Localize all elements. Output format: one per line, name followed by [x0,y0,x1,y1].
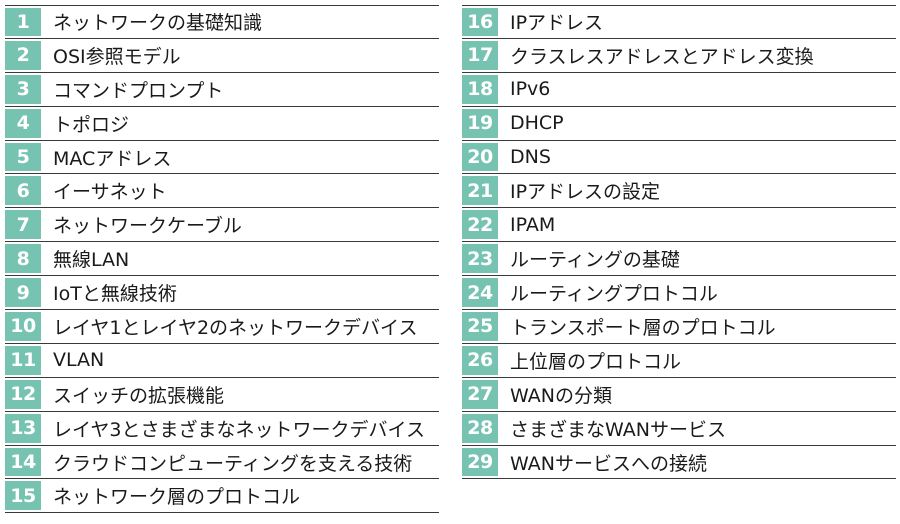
chapter-title: さまざまなWANサービス [510,418,726,441]
chapter-title: レイヤ1とレイヤ2のネットワークデバイス [53,316,418,339]
chapter-title: コマンドプロンプト [53,79,224,102]
chapter-title: 上位層のプロトコル [510,350,682,373]
chapter-title: IoTと無線技術 [53,283,177,306]
chapter-number: 14 [5,447,41,477]
chapter-title: クラスレスアドレスとアドレス変換 [510,45,814,68]
chapter-title: WANサービスへの接続 [510,452,707,475]
chapter-title: ネットワークケーブル [53,215,242,238]
chapter-title: 無線LAN [53,249,130,272]
chapter-row: 19 DHCP [462,107,896,141]
chapter-row: 4 トポロジ [5,107,439,141]
chapter-title: IPv6 [510,78,551,101]
chapter-row: 5 MACアドレス [5,141,439,175]
chapter-row: 28 さまざまなWANサービス [462,412,896,446]
chapter-title: トポロジ [53,113,130,136]
chapter-title: IPアドレスの設定 [510,181,661,204]
chapter-number: 2 [5,40,41,70]
chapter-number: 17 [462,40,498,70]
chapter-row: 24 ルーティングプロトコル [462,276,896,311]
chapter-row: 14 クラウドコンピューティングを支える技術 [5,446,439,480]
chapter-row: 9 IoTと無線技術 [5,276,439,311]
chapter-title: IPAM [510,213,556,236]
chapter-number: 19 [462,108,498,138]
chapter-row: 7 ネットワークケーブル [5,208,439,243]
chapter-row: 8 無線LAN [5,242,439,277]
chapter-row: 17 クラスレスアドレスとアドレス変換 [462,39,896,73]
chapter-number: 23 [462,244,498,274]
chapter-title: トランスポート層のプロトコル [510,316,776,339]
chapter-row: 6 イーサネット [5,174,439,209]
chapter-number: 25 [462,312,498,341]
chapter-number: 26 [462,345,498,375]
chapter-row: 16 IPアドレス [462,5,896,39]
chapter-title: クラウドコンピューティングを支える技術 [53,452,413,475]
chapter-row: 25 トランスポート層のプロトコル [462,310,896,344]
chapter-list-right: 16 IPアドレス 17 クラスレスアドレスとアドレス変換 18 IPv6 19 DHC… [462,5,896,480]
chapter-number: 8 [5,244,41,274]
chapter-number: 15 [5,481,41,511]
chapter-title: レイヤ3とさまざまなネットワークデバイス [53,418,425,441]
chapter-title: MACアドレス [53,147,172,170]
chapter-number: 24 [462,278,498,308]
chapter-number: 6 [5,176,41,206]
chapter-number: 16 [462,8,498,36]
chapter-row: 12 スイッチの拡張機能 [5,378,439,412]
chapter-title: DNS [510,146,551,168]
chapter-row: 11 VLAN [5,344,439,378]
chapter-number: 29 [462,447,498,477]
chapter-title: イーサネット [53,181,167,204]
chapter-row: 20 DNS [462,141,896,175]
chapter-number: 12 [5,379,41,409]
chapter-title: ネットワークの基礎知識 [53,12,263,35]
chapter-title: ネットワーク層のプロトコル [53,486,301,509]
chapter-number: 9 [5,278,41,308]
chapter-number: 21 [462,176,498,206]
chapter-number: 22 [462,210,498,240]
chapter-row: 26 上位層のプロトコル [462,344,896,378]
chapter-number: 5 [5,142,41,172]
chapter-number: 1 [5,8,41,36]
chapter-row: 10 レイヤ1とレイヤ2のネットワークデバイス [5,310,439,344]
chapter-row: 2 OSI参照モデル [5,39,439,73]
chapter-number: 11 [5,345,41,375]
chapter-number: 18 [462,74,498,104]
chapter-row: 27 WANの分類 [462,378,896,412]
chapter-title: IPアドレス [510,12,604,35]
chapter-list-left: 1 ネットワークの基礎知識 2 OSI参照モデル 3 コマンドプロンプト 4 トポロジ … [5,5,439,514]
chapter-number: 28 [462,413,498,443]
chapter-title: WANの分類 [510,384,612,407]
chapter-number: 4 [5,108,41,138]
chapter-number: 3 [5,74,41,104]
chapter-row: 13 レイヤ3とさまざまなネットワークデバイス [5,412,439,446]
chapter-number: 20 [462,142,498,172]
chapter-row: 3 コマンドプロンプト [5,73,439,107]
chapter-number: 27 [462,379,498,409]
chapter-row: 15 ネットワーク層のプロトコル [5,479,439,514]
chapter-title: ルーティングの基礎 [510,249,680,272]
chapter-number: 13 [5,413,41,443]
chapter-row: 29 WANサービスへの接続 [462,446,896,480]
chapter-row: 18 IPv6 [462,73,896,107]
chapter-title: ルーティングプロトコル [510,283,718,306]
chapter-row: 22 IPAM [462,208,896,243]
chapter-number: 10 [5,312,41,341]
chapter-title: VLAN [53,349,105,372]
chapter-row: 1 ネットワークの基礎知識 [5,5,439,39]
chapter-row: 21 IPアドレスの設定 [462,174,896,209]
chapter-number: 7 [5,210,41,240]
chapter-title: OSI参照モデル [53,45,181,68]
chapter-title: DHCP [510,112,564,135]
chapter-title: スイッチの拡張機能 [53,384,225,407]
chapter-row: 23 ルーティングの基礎 [462,242,896,277]
